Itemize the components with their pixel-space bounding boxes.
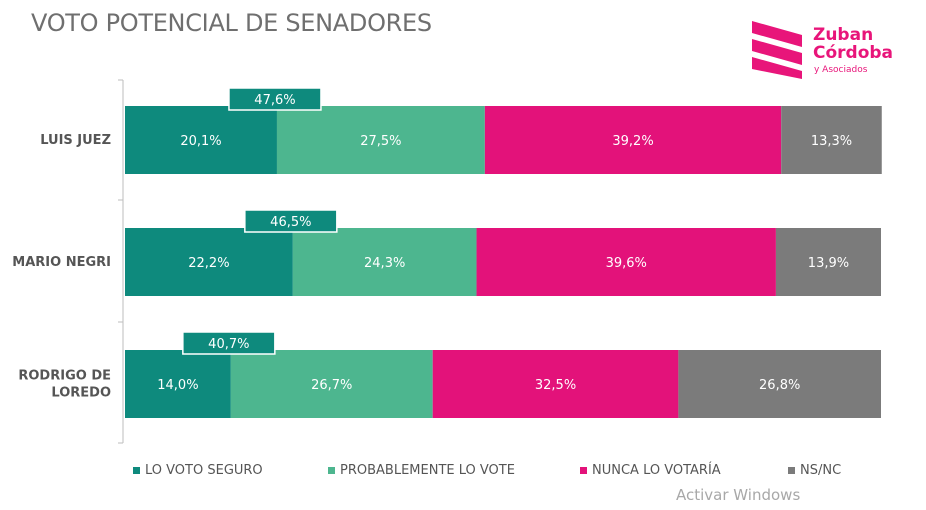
total-label: 46,5% (270, 215, 311, 230)
legend-swatch (788, 467, 795, 474)
windows-activation-watermark: Activar Windows (676, 486, 801, 504)
data-label: 26,8% (759, 378, 800, 393)
data-label: 39,2% (612, 134, 653, 149)
data-label: 20,1% (180, 134, 221, 149)
legend-swatch (328, 467, 335, 474)
data-label: 13,3% (811, 134, 852, 149)
bar-segment (484, 106, 782, 174)
category-label: MARIO NEGRI (12, 255, 111, 270)
bar-segment (276, 106, 485, 174)
data-label: 14,0% (157, 378, 198, 393)
legend-label: PROBABLEMENTE LO VOTE (340, 463, 515, 478)
category-label: RODRIGO DE LOREDO (18, 369, 111, 401)
data-label: 22,2% (188, 256, 229, 271)
bar-segment (678, 350, 881, 418)
data-label: 26,7% (311, 378, 352, 393)
category-label: LUIS JUEZ (40, 133, 111, 148)
logo-line-1: Zuban (813, 25, 874, 45)
bar-segment (292, 228, 477, 296)
legend-label: LO VOTO SEGURO (145, 463, 263, 478)
data-label: 13,9% (808, 256, 849, 271)
chart-legend: LO VOTO SEGURO PROBABLEMENTE LO VOTE NUNCA… (0, 463, 926, 483)
legend-swatch (133, 467, 140, 474)
legend-item: NS/NC (788, 463, 841, 478)
bar-segment (125, 350, 231, 418)
zuban-cordoba-logo: Zuban Córdoba y Asociados (748, 17, 908, 83)
bar-segment (775, 228, 881, 296)
data-label: 24,3% (364, 256, 405, 271)
bar-segment (781, 106, 882, 174)
bar-segment (230, 350, 433, 418)
data-label: 27,5% (360, 134, 401, 149)
data-label: 39,6% (606, 256, 647, 271)
total-box (182, 331, 276, 355)
legend-item: NUNCA LO VOTARÍA (580, 463, 721, 478)
data-label: 32,5% (535, 378, 576, 393)
total-box (244, 209, 338, 233)
bar-segment (125, 106, 277, 174)
total-label: 47,6% (254, 93, 295, 108)
legend-label: NUNCA LO VOTARÍA (592, 463, 721, 478)
chart-title: VOTO POTENCIAL DE SENADORES (31, 9, 432, 37)
total-box (228, 87, 322, 111)
bar-segment (432, 350, 679, 418)
total-label: 40,7% (208, 337, 249, 352)
legend-item: PROBABLEMENTE LO VOTE (328, 463, 515, 478)
bar-segment (125, 228, 293, 296)
logo-stripes-icon (752, 21, 802, 79)
logo-line-3: y Asociados (814, 65, 868, 75)
bar-segment (476, 228, 776, 296)
logo-line-2: Córdoba (813, 43, 894, 63)
legend-item: LO VOTO SEGURO (133, 463, 263, 478)
legend-label: NS/NC (800, 463, 842, 478)
legend-swatch (580, 467, 587, 474)
